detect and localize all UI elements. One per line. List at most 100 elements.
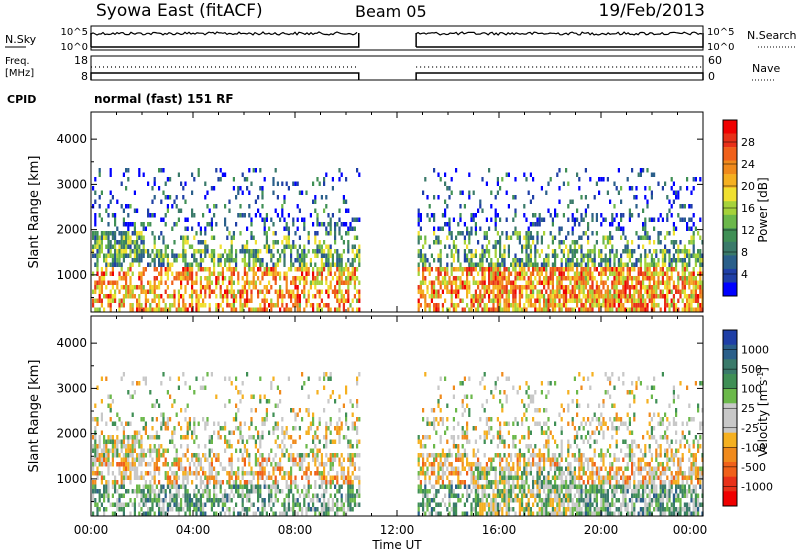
heatmap-cell: [514, 303, 517, 308]
heatmap-cell: [116, 226, 119, 231]
heatmap-cell: [584, 307, 587, 312]
heatmap-cell: [210, 271, 213, 276]
heatmap-cell: [250, 502, 253, 507]
heatmap-cell: [204, 240, 207, 245]
heatmap-cell: [529, 235, 532, 240]
heatmap-cell: [215, 168, 218, 173]
heatmap-cell: [250, 181, 253, 186]
heatmap-cell: [622, 289, 625, 294]
heatmap-cell: [437, 240, 440, 245]
cpid-label: CPID: [7, 93, 36, 106]
heatmap-cell: [549, 267, 552, 272]
heatmap-cell: [565, 307, 568, 312]
heatmap-cell: [98, 457, 101, 462]
heatmap-cell: [661, 262, 664, 267]
heatmap-cell: [279, 258, 282, 263]
heatmap-cell: [186, 435, 189, 440]
heatmap-cell: [558, 289, 561, 294]
heatmap-cell: [591, 231, 594, 236]
heatmap-cell: [184, 498, 187, 503]
heatmap-cell: [239, 426, 242, 431]
heatmap-cell: [604, 262, 607, 267]
heatmap-cell: [191, 430, 194, 435]
heatmap-cell: [133, 457, 136, 462]
heatmap-cell: [452, 280, 455, 285]
heatmap-cell: [428, 489, 431, 494]
heatmap-cell: [237, 190, 240, 195]
heatmap-cell: [199, 267, 202, 272]
heatmap-cell: [424, 484, 427, 489]
heatmap-cell: [243, 253, 246, 258]
heatmap-cell: [175, 498, 178, 503]
heatmap-cell: [329, 394, 332, 399]
heatmap-cell: [338, 298, 341, 303]
heatmap-cell: [349, 462, 352, 467]
heatmap-cell: [664, 249, 667, 254]
heatmap-cell: [494, 249, 497, 254]
heatmap-cell: [422, 289, 425, 294]
heatmap-cell: [653, 307, 656, 312]
heatmap-cell: [175, 507, 178, 512]
heatmap-cell: [230, 294, 233, 299]
heatmap-cell: [679, 186, 682, 191]
heatmap-cell: [261, 271, 264, 276]
heatmap-cell: [584, 276, 587, 281]
heatmap-cell: [237, 390, 240, 395]
heatmap-cell: [261, 190, 264, 195]
heatmap-cell: [204, 475, 207, 480]
heatmap-cell: [208, 462, 211, 467]
heatmap-cell: [109, 199, 112, 204]
heatmap-cell: [98, 298, 101, 303]
heatmap-cell: [331, 475, 334, 480]
heatmap-cell: [657, 303, 660, 308]
heatmap-cell: [193, 417, 196, 422]
heatmap-cell: [620, 213, 623, 218]
heatmap-cell: [111, 298, 114, 303]
heatmap-cell: [494, 208, 497, 213]
heatmap-cell: [105, 421, 108, 426]
heatmap-cell: [158, 444, 161, 449]
heatmap-cell: [166, 502, 169, 507]
heatmap-cell: [679, 258, 682, 263]
heatmap-cell: [668, 303, 671, 308]
heatmap-cell: [468, 240, 471, 245]
heatmap-cell: [536, 240, 539, 245]
heatmap-cell: [153, 267, 156, 272]
heatmap-cell: [166, 262, 169, 267]
heatmap-cell: [281, 298, 284, 303]
heatmap-cell: [424, 372, 427, 377]
heatmap-cell: [151, 289, 154, 294]
heatmap-cell: [155, 399, 158, 404]
heatmap-cell: [219, 262, 222, 267]
heatmap-cell: [105, 493, 108, 498]
heatmap-cell: [283, 498, 286, 503]
heatmap-cell: [204, 181, 207, 186]
heatmap-cell: [488, 289, 491, 294]
power-ylabel: Slant Range [km]: [27, 156, 42, 269]
heatmap-cell: [151, 213, 154, 218]
heatmap-cell: [545, 298, 548, 303]
heatmap-cell: [239, 204, 242, 209]
heatmap-cell: [250, 489, 253, 494]
heatmap-cell: [298, 244, 301, 249]
heatmap-cell: [483, 235, 486, 240]
heatmap-cell: [650, 289, 653, 294]
heatmap-cell: [129, 222, 132, 227]
heatmap-cell: [543, 294, 546, 299]
heatmap-cell: [129, 466, 132, 471]
heatmap-cell: [184, 381, 187, 386]
heatmap-cell: [294, 298, 297, 303]
heatmap-cell: [492, 303, 495, 308]
heatmap-cell: [118, 231, 121, 236]
heatmap-cell: [657, 280, 660, 285]
heatmap-cell: [496, 303, 499, 308]
heatmap-cell: [213, 480, 216, 485]
heatmap-cell: [347, 271, 350, 276]
heatmap-cell: [666, 195, 669, 200]
heatmap-cell: [133, 285, 136, 290]
heatmap-cell: [206, 457, 209, 462]
heatmap-cell: [591, 285, 594, 290]
heatmap-cell: [129, 267, 132, 272]
heatmap-cell: [162, 448, 165, 453]
heatmap-cell: [224, 511, 227, 516]
